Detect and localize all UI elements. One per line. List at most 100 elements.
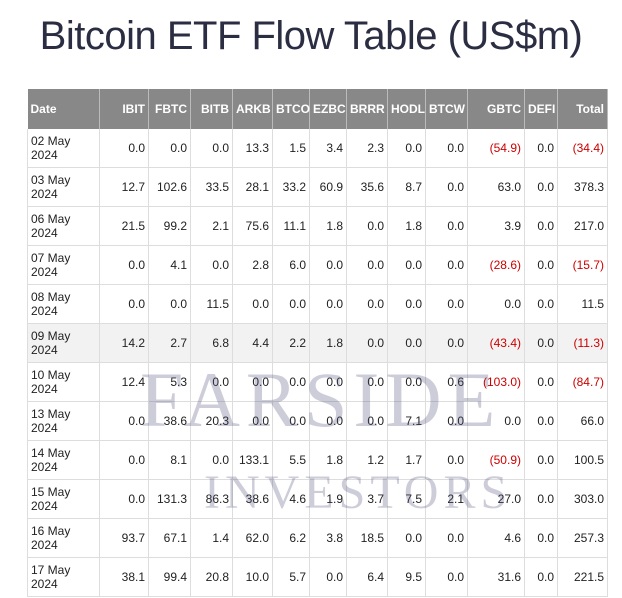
flow-cell-ibit: 0.0 xyxy=(99,245,149,285)
table-row: 07 May 2024 0.0 4.1 0.0 2.8 6.0 0.0 0.0 0.0 0.0 (2… xyxy=(27,245,608,285)
flow-cell-arkb: 0.0 xyxy=(232,362,273,402)
flow-cell-bitb: 0.0 xyxy=(190,440,233,480)
flow-cell-defi: 0.0 xyxy=(524,362,558,402)
flow-cell-total: (34.4) xyxy=(557,129,608,168)
flow-cell-btcw: 0.0 xyxy=(425,284,468,324)
flow-cell-ibit: 0.0 xyxy=(99,479,149,519)
flow-cell-total: (15.7) xyxy=(557,245,608,285)
flow-cell-ezbc: 0.0 xyxy=(309,284,347,324)
flow-cell-arkb: 2.8 xyxy=(232,245,273,285)
flow-cell-ibit: 38.1 xyxy=(99,557,149,597)
flow-cell-brrr: 6.4 xyxy=(346,557,388,597)
flow-cell-defi: 0.0 xyxy=(524,284,558,324)
flow-cell-btcw: 0.0 xyxy=(425,206,468,246)
flow-cell-hodl: 0.0 xyxy=(387,518,426,558)
flow-cell-bitb: 11.5 xyxy=(190,284,233,324)
table-row: 08 May 2024 0.0 0.0 11.5 0.0 0.0 0.0 0.0 0.0 0.0 0… xyxy=(27,284,608,324)
flow-cell-gbtc: 0.0 xyxy=(467,401,525,441)
flow-cell-defi: 0.0 xyxy=(524,479,558,519)
date-cell: 03 May 2024 xyxy=(27,167,100,207)
flow-cell-btco: 1.5 xyxy=(272,129,310,168)
flow-cell-brrr: 0.0 xyxy=(346,206,388,246)
flow-cell-brrr: 1.2 xyxy=(346,440,388,480)
flow-cell-fbtc: 0.0 xyxy=(148,129,191,168)
flow-cell-ezbc: 3.8 xyxy=(309,518,347,558)
flow-cell-ezbc: 0.0 xyxy=(309,557,347,597)
flow-cell-fbtc: 102.6 xyxy=(148,167,191,207)
flow-cell-gbtc: 0.0 xyxy=(467,284,525,324)
flow-cell-defi: 0.0 xyxy=(524,518,558,558)
flow-cell-bitb: 33.5 xyxy=(190,167,233,207)
flow-cell-hodl: 9.5 xyxy=(387,557,426,597)
flow-cell-ezbc: 60.9 xyxy=(309,167,347,207)
flow-cell-total: 257.3 xyxy=(557,518,608,558)
column-header-hodl: HODL xyxy=(387,89,426,129)
table-row: 15 May 2024 0.0 131.3 86.3 38.6 4.6 1.9 3.7 7.5 2… xyxy=(27,479,608,519)
flow-cell-fbtc: 67.1 xyxy=(148,518,191,558)
flow-cell-arkb: 4.4 xyxy=(232,323,273,363)
flow-cell-btcw: 0.0 xyxy=(425,129,468,168)
flow-cell-defi: 0.0 xyxy=(524,440,558,480)
date-cell: 06 May 2024 xyxy=(27,206,100,246)
flow-cell-arkb: 28.1 xyxy=(232,167,273,207)
flow-cell-defi: 0.0 xyxy=(524,557,558,597)
flow-cell-gbtc: (103.0) xyxy=(467,362,525,402)
flow-cell-bitb: 20.3 xyxy=(190,401,233,441)
flow-cell-btcw: 0.0 xyxy=(425,401,468,441)
flow-cell-btcw: 2.1 xyxy=(425,479,468,519)
flow-cell-bitb: 6.8 xyxy=(190,323,233,363)
flow-cell-brrr: 0.0 xyxy=(346,401,388,441)
table-row: 02 May 2024 0.0 0.0 0.0 13.3 1.5 3.4 2.3 0.0 0.0(… xyxy=(27,129,608,168)
flow-cell-ibit: 0.0 xyxy=(99,440,149,480)
flow-cell-btco: 2.2 xyxy=(272,323,310,363)
flow-cell-gbtc: 3.9 xyxy=(467,206,525,246)
flow-cell-fbtc: 99.4 xyxy=(148,557,191,597)
etf-flow-table: Date IBIT FBTC BITB ARKB BTCO EZBC BRRR HODL BTCW… xyxy=(27,89,608,597)
table-body: 02 May 2024 0.0 0.0 0.0 13.3 1.5 3.4 2.3 0.0 0.0(… xyxy=(27,129,608,597)
flow-cell-fbtc: 131.3 xyxy=(148,479,191,519)
flow-cell-gbtc: 63.0 xyxy=(467,167,525,207)
date-cell: 13 May 2024 xyxy=(27,401,100,441)
flow-cell-gbtc: (28.6) xyxy=(467,245,525,285)
flow-cell-bitb: 0.0 xyxy=(190,245,233,285)
flow-cell-defi: 0.0 xyxy=(524,401,558,441)
column-header-fbtc: FBTC xyxy=(148,89,191,129)
flow-cell-btco: 4.6 xyxy=(272,479,310,519)
flow-cell-brrr: 0.0 xyxy=(346,245,388,285)
flow-cell-btcw: 0.0 xyxy=(425,440,468,480)
flow-cell-btco: 6.2 xyxy=(272,518,310,558)
flow-cell-ezbc: 0.0 xyxy=(309,362,347,402)
flow-cell-brrr: 18.5 xyxy=(346,518,388,558)
flow-cell-hodl: 1.8 xyxy=(387,206,426,246)
flow-cell-fbtc: 99.2 xyxy=(148,206,191,246)
flow-cell-gbtc: (54.9) xyxy=(467,129,525,168)
etf-flow-table-container: Date IBIT FBTC BITB ARKB BTCO EZBC BRRR HODL BTCW… xyxy=(27,89,608,597)
flow-cell-hodl: 0.0 xyxy=(387,245,426,285)
flow-cell-bitb: 0.0 xyxy=(190,129,233,168)
column-header-btco: BTCO xyxy=(272,89,310,129)
flow-cell-total: 217.0 xyxy=(557,206,608,246)
table-header-row: Date IBIT FBTC BITB ARKB BTCO EZBC BRRR HODL BTCW… xyxy=(27,89,608,129)
flow-cell-ezbc: 0.0 xyxy=(309,401,347,441)
flow-cell-btcw: 0.0 xyxy=(425,557,468,597)
flow-cell-gbtc: 27.0 xyxy=(467,479,525,519)
flow-cell-defi: 0.0 xyxy=(524,323,558,363)
flow-cell-ezbc: 1.8 xyxy=(309,323,347,363)
flow-cell-total: 100.5 xyxy=(557,440,608,480)
column-header-date: Date xyxy=(27,89,100,129)
flow-cell-ibit: 12.7 xyxy=(99,167,149,207)
column-header-ibit: IBIT xyxy=(99,89,149,129)
flow-cell-ezbc: 0.0 xyxy=(309,245,347,285)
flow-cell-fbtc: 8.1 xyxy=(148,440,191,480)
column-header-bitb: BITB xyxy=(190,89,233,129)
flow-cell-gbtc: 4.6 xyxy=(467,518,525,558)
flow-cell-ibit: 0.0 xyxy=(99,129,149,168)
flow-cell-btcw: 0.6 xyxy=(425,362,468,402)
flow-cell-brrr: 0.0 xyxy=(346,323,388,363)
flow-cell-ezbc: 1.8 xyxy=(309,206,347,246)
column-header-brrr: BRRR xyxy=(346,89,388,129)
flow-cell-fbtc: 5.3 xyxy=(148,362,191,402)
flow-cell-ibit: 0.0 xyxy=(99,401,149,441)
flow-cell-bitb: 2.1 xyxy=(190,206,233,246)
flow-cell-fbtc: 0.0 xyxy=(148,284,191,324)
